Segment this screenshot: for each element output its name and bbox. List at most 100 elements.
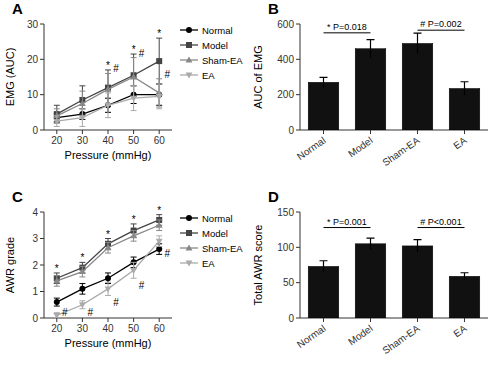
error-bar <box>79 266 85 277</box>
marker <box>105 86 112 92</box>
significance-mark: # <box>62 307 68 318</box>
significance-bracket <box>418 30 465 31</box>
marker <box>186 230 192 236</box>
significance-label: # P<0.001 <box>420 217 461 227</box>
y-tick-label: 600 <box>277 19 294 30</box>
x-tick <box>370 130 371 134</box>
error-bar <box>367 40 375 58</box>
legend-label: Sham-EA <box>202 55 243 66</box>
y-tick <box>296 318 300 319</box>
marker <box>79 115 86 121</box>
marker <box>53 119 60 125</box>
x-tick <box>82 130 83 134</box>
bar <box>402 246 433 318</box>
bar <box>308 266 339 318</box>
y-tick-label: 4 <box>32 207 38 218</box>
y-tick <box>296 130 300 131</box>
x-tick <box>464 130 465 134</box>
significance-mark: * <box>80 252 84 263</box>
y-axis-line <box>44 24 45 130</box>
y-tick-label: 30 <box>27 19 39 30</box>
legend-label: Model <box>202 40 228 51</box>
marker <box>186 244 193 250</box>
y-tick <box>40 59 44 60</box>
x-tick-label: 60 <box>154 135 166 146</box>
x-tick <box>108 130 109 134</box>
x-axis-label: Pressure (mmHg) <box>65 337 152 349</box>
x-tick <box>108 318 109 322</box>
x-tick <box>159 318 160 322</box>
marker <box>156 94 163 100</box>
marker <box>105 244 112 250</box>
y-axis-label: AWR grade <box>4 237 16 293</box>
error-bar <box>156 38 162 84</box>
x-tick <box>82 318 83 322</box>
bar <box>355 49 386 130</box>
error-bar <box>54 298 60 306</box>
panel: D050100150Total AWR scoreNormalModelSham… <box>252 188 488 356</box>
marker <box>130 232 137 238</box>
y-tick <box>296 59 300 60</box>
legend-label: Model <box>202 228 228 239</box>
panel: B0200400600AUC of EMGNormalModelSham-EAE… <box>252 0 488 168</box>
bar <box>308 82 339 130</box>
error-bar <box>131 231 137 242</box>
marker <box>186 73 193 79</box>
y-tick-label: 0 <box>32 313 38 324</box>
error-bar <box>54 313 60 318</box>
x-tick <box>417 130 418 134</box>
marker <box>186 56 193 62</box>
significance-mark: * <box>106 229 110 240</box>
marker <box>130 268 137 274</box>
legend-label: Normal <box>202 25 233 36</box>
x-tick-label: Model <box>346 323 375 348</box>
y-tick-label: 2 <box>32 260 38 271</box>
error-bar <box>320 261 328 272</box>
x-tick-label: Sham-EA <box>380 322 422 356</box>
error-bar <box>79 109 85 127</box>
error-bar <box>414 240 422 253</box>
significance-mark: # <box>139 280 145 291</box>
y-tick-label: 0 <box>288 313 294 324</box>
panel-label: D <box>268 188 279 205</box>
significance-mark: * <box>55 263 59 274</box>
x-tick-label: Normal <box>295 323 328 350</box>
plot-area <box>53 215 162 318</box>
x-tick <box>133 130 134 134</box>
figure: A0102030EMG (AUC)2030405060Pressure (mmH… <box>0 0 500 372</box>
marker <box>79 302 86 308</box>
significance-bracket <box>324 227 371 228</box>
panel-label: C <box>12 188 23 205</box>
error-bar <box>461 82 469 95</box>
plot-area <box>308 33 480 130</box>
x-tick-label: 50 <box>128 135 140 146</box>
y-tick-label: 150 <box>277 207 294 218</box>
x-tick <box>417 318 418 322</box>
significance-mark: * <box>157 205 161 216</box>
y-axis-label: Total AWR score <box>252 225 264 306</box>
y-tick <box>40 238 44 239</box>
x-tick <box>464 318 465 322</box>
y-tick-label: 0 <box>288 125 294 136</box>
y-tick-label: 200 <box>277 89 294 100</box>
y-axis-line <box>300 24 301 130</box>
x-tick <box>323 318 324 322</box>
marker <box>53 277 60 283</box>
significance-label: * P=0.001 <box>327 217 367 227</box>
panel: A0102030EMG (AUC)2030405060Pressure (mmH… <box>4 0 243 161</box>
bar <box>402 43 433 130</box>
x-tick <box>56 318 57 322</box>
y-tick-label: 0 <box>32 125 38 136</box>
x-tick <box>133 318 134 322</box>
marker <box>186 42 192 48</box>
x-tick-label: 40 <box>102 135 114 146</box>
x-tick-label: 20 <box>51 323 63 334</box>
y-tick <box>296 24 300 25</box>
y-tick-label: 50 <box>283 277 295 288</box>
x-tick-label: EA <box>451 322 469 339</box>
x-tick-label: 40 <box>102 323 114 334</box>
error-bar <box>414 33 422 53</box>
y-tick-label: 20 <box>27 54 39 65</box>
marker <box>130 73 137 79</box>
x-tick-label: 60 <box>154 323 166 334</box>
